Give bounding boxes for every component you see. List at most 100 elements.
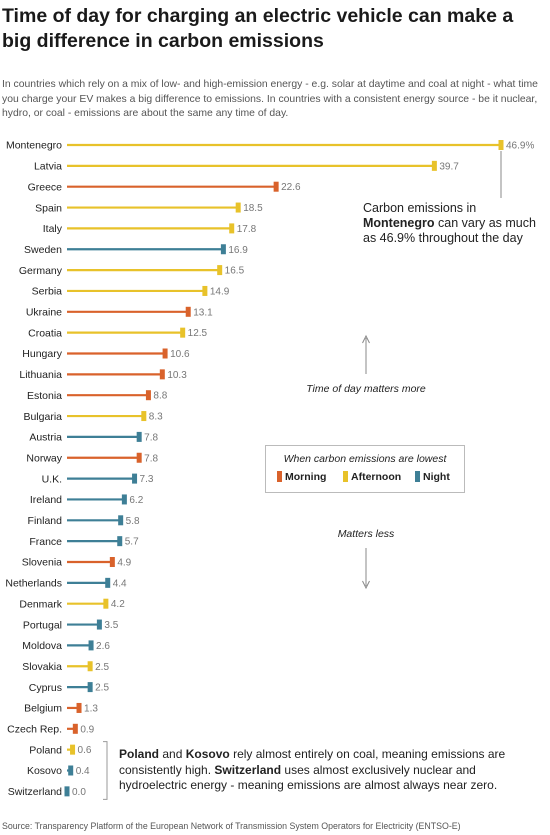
- value-label-estonia: 8.8: [153, 391, 167, 402]
- value-label-latvia: 39.7: [439, 161, 459, 172]
- value-label-ukraine: 13.1: [193, 307, 213, 318]
- country-label-ireland: Ireland: [30, 494, 62, 506]
- value-label-austria: 7.8: [144, 432, 158, 443]
- chart-subtitle: In countries which rely on a mix of low-…: [2, 79, 538, 119]
- country-label-germany: Germany: [19, 265, 63, 277]
- country-label-switzerland: Switzerland: [8, 786, 62, 798]
- value-label-norway: 7.8: [144, 453, 158, 464]
- annotation-country: Montenegro: [363, 216, 435, 230]
- value-label-sweden: 16.9: [228, 245, 248, 256]
- note-text-1: and: [159, 747, 186, 761]
- legend-swatch-night: [415, 471, 420, 482]
- bar-end-serbia: [202, 285, 208, 296]
- bar-end-netherlands: [105, 577, 111, 588]
- bar-end-france: [117, 536, 123, 547]
- country-label-slovenia: Slovenia: [22, 557, 62, 569]
- country-label-sweden: Sweden: [24, 244, 62, 256]
- bar-end-finland: [118, 515, 124, 526]
- bar-end-denmark: [103, 598, 109, 609]
- value-label-switzerland: 0.0: [72, 787, 86, 798]
- bar-end-lithuania: [159, 369, 165, 380]
- legend: When carbon emissions are lowest Morning…: [265, 445, 465, 493]
- country-label-czech-rep: Czech Rep.: [7, 724, 62, 736]
- country-label-belgium: Belgium: [24, 703, 62, 715]
- value-label-greece: 22.6: [281, 182, 301, 193]
- bar-end-u-k: [132, 473, 138, 484]
- country-label-greece: Greece: [28, 181, 63, 193]
- annotation-prefix: Carbon emissions in: [363, 201, 477, 215]
- value-label-italy: 17.8: [237, 224, 257, 235]
- note-bracket: [103, 741, 108, 800]
- value-label-spain: 18.5: [243, 203, 263, 214]
- bar-end-italy: [229, 223, 235, 234]
- bar-end-kosovo: [68, 765, 74, 776]
- value-label-germany: 16.5: [225, 266, 245, 277]
- country-label-lithuania: Lithuania: [19, 369, 62, 381]
- value-label-slovakia: 2.5: [95, 662, 109, 673]
- country-label-croatia: Croatia: [28, 327, 62, 339]
- value-label-denmark: 4.2: [111, 599, 125, 610]
- bar-end-bulgaria: [141, 411, 147, 422]
- country-label-u-k: U.K.: [42, 473, 62, 485]
- montenegro-annotation: Carbon emissions in Montenegro can vary …: [363, 201, 543, 246]
- value-label-kosovo: 0.4: [76, 766, 90, 777]
- value-label-belgium: 1.3: [84, 703, 98, 714]
- scale-label-less: Matters less: [337, 528, 395, 540]
- country-label-slovakia: Slovakia: [22, 661, 62, 673]
- value-label-finland: 5.8: [126, 516, 140, 527]
- country-label-moldova: Moldova: [22, 640, 62, 652]
- bar-end-germany: [217, 265, 223, 276]
- country-label-poland: Poland: [29, 744, 62, 756]
- value-label-portugal: 3.5: [104, 620, 118, 631]
- bar-end-czech-rep: [72, 723, 78, 734]
- value-label-czech-rep: 0.9: [80, 724, 94, 735]
- bar-end-montenegro: [498, 140, 504, 150]
- bar-end-austria: [136, 431, 142, 442]
- arrow-up-head: [362, 334, 370, 344]
- value-label-poland: 0.6: [78, 745, 92, 756]
- value-label-u-k: 7.3: [140, 474, 154, 485]
- country-label-france: France: [29, 536, 62, 548]
- legend-swatch-afternoon: [343, 471, 348, 482]
- note-text-2: rely almost entirely on coal, meaning em…: [119, 747, 506, 777]
- country-label-norway: Norway: [26, 452, 62, 464]
- country-label-bulgaria: Bulgaria: [23, 411, 62, 423]
- bar-end-switzerland: [64, 786, 70, 797]
- source-note: Source: Transparency Platform of the Eur…: [2, 821, 461, 831]
- country-label-netherlands: Netherlands: [5, 578, 62, 590]
- legend-label-night: Night: [423, 471, 450, 483]
- value-label-cyprus: 2.5: [95, 683, 109, 694]
- country-label-denmark: Denmark: [19, 598, 62, 610]
- value-label-hungary: 10.6: [170, 349, 190, 360]
- country-label-latvia: Latvia: [34, 161, 62, 173]
- bar-end-belgium: [76, 702, 82, 713]
- country-label-hungary: Hungary: [22, 348, 62, 360]
- bar-end-cyprus: [87, 682, 93, 693]
- bar-end-slovenia: [109, 557, 115, 567]
- value-label-slovenia: 4.9: [117, 558, 131, 569]
- legend-label-afternoon: Afternoon: [351, 471, 402, 483]
- bar-end-hungary: [162, 348, 168, 359]
- bar-end-ukraine: [185, 306, 191, 317]
- country-label-cyprus: Cyprus: [29, 682, 62, 694]
- country-label-serbia: Serbia: [32, 286, 63, 298]
- country-label-spain: Spain: [35, 202, 62, 214]
- note-text-3: uses almost exclusively nuclear and hydr…: [119, 762, 498, 793]
- value-label-france: 5.7: [125, 537, 139, 548]
- country-label-montenegro: Montenegro: [6, 140, 62, 152]
- value-label-montenegro: 46.9%: [506, 141, 534, 152]
- note-kosovo: Kosovo: [185, 747, 230, 761]
- bar-end-sweden: [220, 244, 226, 255]
- bar-end-slovakia: [87, 661, 93, 672]
- annotation-suffix: can vary as much as 46.9% throughout the…: [363, 216, 536, 245]
- country-label-portugal: Portugal: [23, 619, 62, 631]
- value-label-moldova: 2.6: [96, 641, 110, 652]
- country-label-ukraine: Ukraine: [26, 307, 62, 319]
- bar-end-norway: [136, 452, 142, 463]
- chart-title: Time of day for charging an electric veh…: [2, 5, 514, 52]
- value-label-ireland: 6.2: [129, 495, 143, 506]
- bar-end-poland: [70, 744, 76, 755]
- note-poland: Poland: [119, 747, 160, 761]
- bar-end-ireland: [121, 494, 127, 505]
